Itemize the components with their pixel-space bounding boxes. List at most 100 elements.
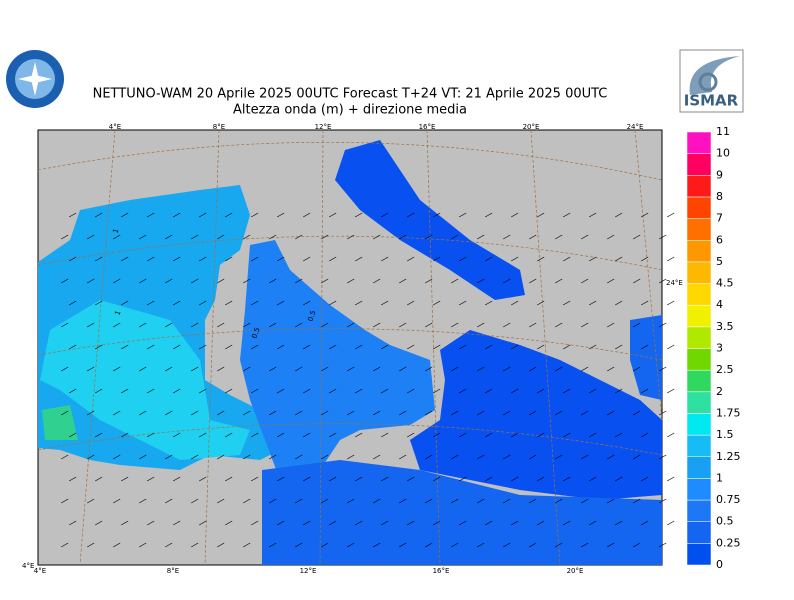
arrow <box>451 366 459 372</box>
arrow <box>295 410 303 416</box>
arrow <box>139 278 147 284</box>
arrow <box>303 476 311 482</box>
arrow <box>485 520 493 526</box>
arrow <box>641 520 649 526</box>
arrow <box>269 454 277 460</box>
arrow <box>277 300 285 306</box>
arrow <box>451 278 459 284</box>
arrow <box>199 212 207 218</box>
arrow <box>425 454 433 460</box>
colorbar-label: 1.25 <box>716 450 741 463</box>
arrow <box>373 366 381 372</box>
arrow <box>199 432 207 438</box>
left-logo <box>6 50 64 108</box>
arrow <box>347 234 355 240</box>
arrow <box>165 542 173 548</box>
arrow <box>555 278 563 284</box>
arrow <box>303 212 311 218</box>
arrow <box>165 366 173 372</box>
arrow <box>667 520 675 526</box>
arrow <box>329 256 337 262</box>
arrow <box>477 278 485 284</box>
arrow <box>589 344 597 350</box>
arrow <box>589 520 597 526</box>
arrow <box>217 234 225 240</box>
arrow <box>355 256 363 262</box>
arrow <box>555 498 563 504</box>
arrow <box>511 300 519 306</box>
arrow <box>607 410 615 416</box>
colorbar-label: 2.5 <box>716 363 734 376</box>
arrow <box>243 454 251 460</box>
top-lon-label: 16°E <box>419 123 436 131</box>
arrow <box>355 432 363 438</box>
arrow <box>485 476 493 482</box>
arrow <box>321 410 329 416</box>
colorbar-label: 3.5 <box>716 320 734 333</box>
arrow <box>173 432 181 438</box>
arrow <box>347 366 355 372</box>
arrow <box>121 300 129 306</box>
arrow <box>407 212 415 218</box>
arrow <box>615 476 623 482</box>
arrow <box>295 454 303 460</box>
arrow <box>251 476 259 482</box>
arrow <box>581 366 589 372</box>
colorbar-label: 2 <box>716 385 723 398</box>
arrow <box>589 300 597 306</box>
arrow <box>243 366 251 372</box>
arrow <box>485 344 493 350</box>
arrow <box>217 454 225 460</box>
arrow <box>615 212 623 218</box>
arrow <box>113 410 121 416</box>
arrow <box>199 388 207 394</box>
arrow <box>607 366 615 372</box>
arrow <box>95 212 103 218</box>
colorbar-swatch <box>686 348 712 371</box>
arrow <box>173 256 181 262</box>
arrow <box>615 256 623 262</box>
arrow <box>321 366 329 372</box>
arrow <box>121 256 129 262</box>
arrow <box>225 432 233 438</box>
arrow <box>269 322 277 328</box>
arrow <box>529 498 537 504</box>
arrow <box>477 454 485 460</box>
arrow <box>633 234 641 240</box>
colorbar-swatch <box>686 175 712 198</box>
arrow <box>243 410 251 416</box>
arrow <box>199 476 207 482</box>
arrow <box>139 366 147 372</box>
sea-ionian <box>410 330 662 500</box>
arrow <box>459 256 467 262</box>
arrow <box>69 344 77 350</box>
arrow <box>191 410 199 416</box>
top-lon-label: 20°E <box>523 123 540 131</box>
arrow <box>225 256 233 262</box>
arrow <box>399 498 407 504</box>
arrow <box>87 542 95 548</box>
arrow <box>633 542 641 548</box>
top-lon-label: 24°E <box>627 123 644 131</box>
arrow <box>563 520 571 526</box>
colorbar-swatch <box>686 413 712 436</box>
arrow <box>425 234 433 240</box>
arrow <box>641 300 649 306</box>
arrow <box>503 234 511 240</box>
arrow <box>399 366 407 372</box>
arrow <box>191 366 199 372</box>
arrow <box>407 432 415 438</box>
arrow <box>563 388 571 394</box>
bottom-lon-label: 4°E <box>34 567 46 575</box>
colorbar-swatch <box>686 369 712 393</box>
arrow <box>451 322 459 328</box>
arrow <box>199 344 207 350</box>
arrow <box>659 366 667 372</box>
arrow <box>503 454 511 460</box>
arrow <box>555 322 563 328</box>
arrow <box>277 520 285 526</box>
map: 1 1 0.5 0.5 <box>37 129 675 566</box>
arrow <box>173 344 181 350</box>
colorbar-swatch <box>686 456 712 479</box>
arrow <box>295 498 303 504</box>
